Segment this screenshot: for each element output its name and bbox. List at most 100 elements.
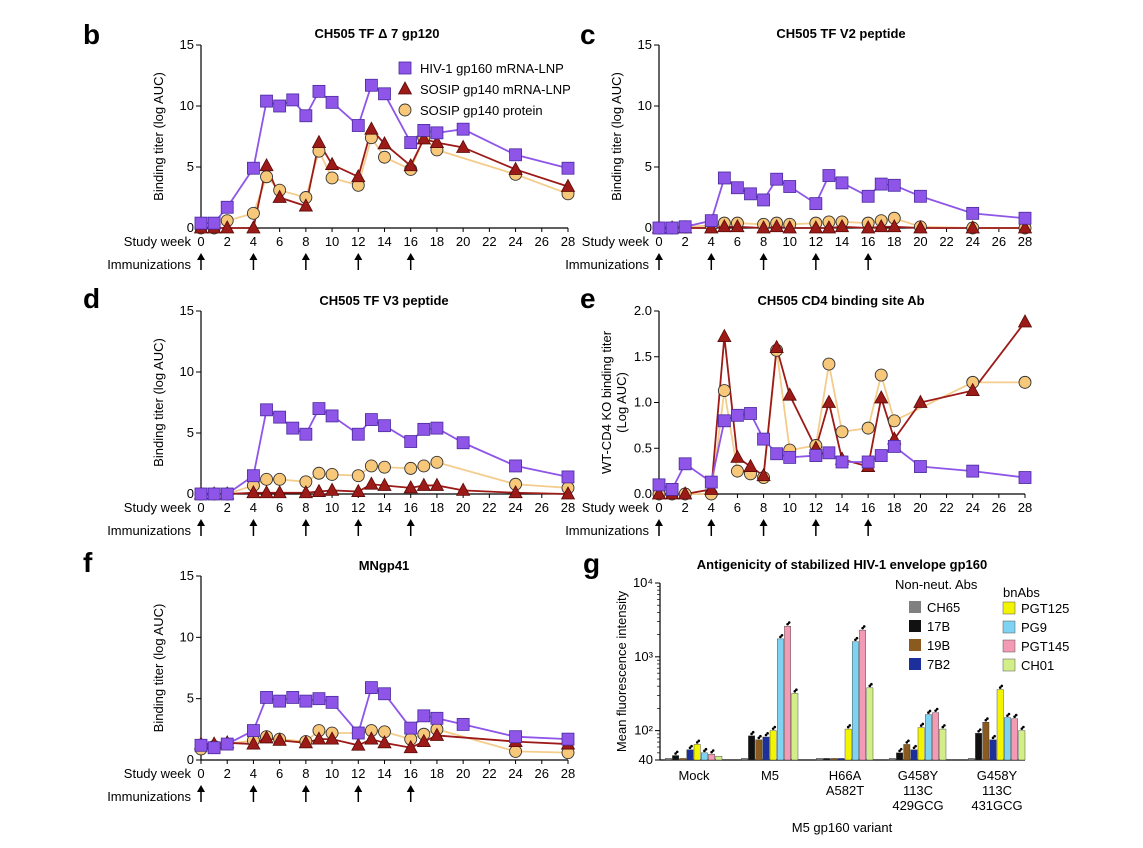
immunization-arrow-icon [406,519,415,526]
data-point-purple [417,422,431,436]
data-point-maroon [756,220,771,234]
data-point-purple [312,402,326,416]
data-point-maroon [311,134,327,148]
legend-label-purple: HIV-1 gp160 mRNA-LNP [420,61,564,76]
bar-PGT125 [917,727,925,761]
bar-CH01 [939,728,947,761]
data-point-gold [509,744,523,758]
chart-title-d: CH505 TF V3 peptide [319,293,448,308]
data-point-purple [207,216,221,230]
y-tick-label: 5 [187,159,194,174]
data-point-maroon [730,218,745,233]
x-tick-label: 4 [708,234,715,249]
bar-CH65 [665,758,672,761]
y-axis-label: Binding titer (log AUC) [151,72,166,201]
x-tick-label: 16 [861,234,875,249]
data-point-purple [822,446,836,460]
data-point-purple [652,221,666,235]
x-tick-label: 12 [351,234,365,249]
x-tick-label: 4 [250,234,257,249]
data-point-purple [456,122,470,136]
immunization-arrow-icon [864,253,873,260]
x-tick-label: 18 [887,234,901,249]
x-tick-label: 28 [1018,500,1032,515]
data-point-maroon [364,476,379,490]
replicate-dot [710,750,713,754]
x-tick-label: 6 [734,234,741,249]
immunization-arrow-icon [354,519,363,526]
bar-CH01 [866,687,874,761]
data-point-maroon [1017,314,1033,328]
data-point-purple [809,449,823,462]
x-tick-label: 10 [325,500,339,515]
data-point-purple [731,408,744,422]
replicate-dot [780,633,784,637]
data-point-purple [770,447,784,461]
data-point-maroon [272,189,287,203]
data-point-purple [456,436,470,450]
data-point-gold [730,464,744,478]
data-point-maroon [730,449,745,463]
data-point-purple [286,691,300,704]
data-point-maroon [782,387,797,401]
x-tick-label: 18 [430,500,444,515]
panel-letter-d: d [83,283,100,314]
data-point-maroon [677,486,693,500]
bar-PGT145 [784,625,792,761]
bar-CH01 [791,693,799,761]
data-point-maroon [259,157,274,172]
data-point-maroon [403,157,418,172]
x-tick-label: 8 [302,766,309,781]
data-point-gold [351,469,365,483]
data-point-purple [914,189,927,203]
data-point-purple [247,724,260,737]
x-tick-label: 22 [939,234,953,249]
data-point-maroon [834,218,850,233]
panel-letter-c: c [580,19,596,50]
replicate-dot [943,724,946,727]
y-tick-label: 5 [645,159,652,174]
panel-c: c CH505 TF V2 peptide 0 5 10 15 Binding titer … [565,19,1032,272]
data-point-purple [887,178,901,192]
replicate-dot [750,732,753,736]
replicate-dot [905,741,909,744]
data-point-maroon [455,482,471,496]
y-axis-label: WT-CD4 KO binding titer(Log AUC) [599,330,629,474]
x-tick-label: 14 [377,766,391,781]
panel-letter-f: f [83,547,93,578]
data-point-purple [887,440,901,453]
y-tick-label: 10 [638,98,652,113]
x-tick-label: 22 [482,500,496,515]
panel-letter-g: g [583,548,600,579]
data-point-gold [325,171,339,185]
category-label: Mock [678,768,710,783]
legend-marker-maroon [397,81,413,95]
replicate-dot [855,636,859,640]
replicate-dot [751,730,755,734]
panel-b: b CH505 TF Δ 7 gp120 0 5 10 15 Binding titer (… [83,19,575,272]
x-tick-label: 0 [655,234,662,249]
x-tick-label: 24 [508,500,522,515]
data-point-purple [299,694,313,708]
data-point-maroon [717,328,732,343]
bar-17B [823,758,831,761]
data-point-purple [430,421,444,435]
immunization-arrow-icon [301,785,310,792]
bar-PGT125 [996,689,1004,761]
data-point-purple [835,455,849,469]
y-tick-label: 2.0 [634,303,652,318]
replicate-dot [899,747,903,751]
bar-7B2 [837,758,845,761]
legend-swatch-PGT145 [1002,639,1016,653]
bar-17B [896,752,904,761]
replicate-dot [862,625,866,628]
data-point-maroon [246,736,261,750]
data-point-purple [861,455,875,469]
data-point-purple [652,478,666,492]
x-tick-label: 26 [535,234,549,249]
data-point-maroon [246,484,261,499]
data-point-maroon [1017,220,1033,234]
data-point-maroon [821,394,837,408]
bar-PGT145 [708,753,716,761]
immunization-arrow-icon [759,253,768,260]
